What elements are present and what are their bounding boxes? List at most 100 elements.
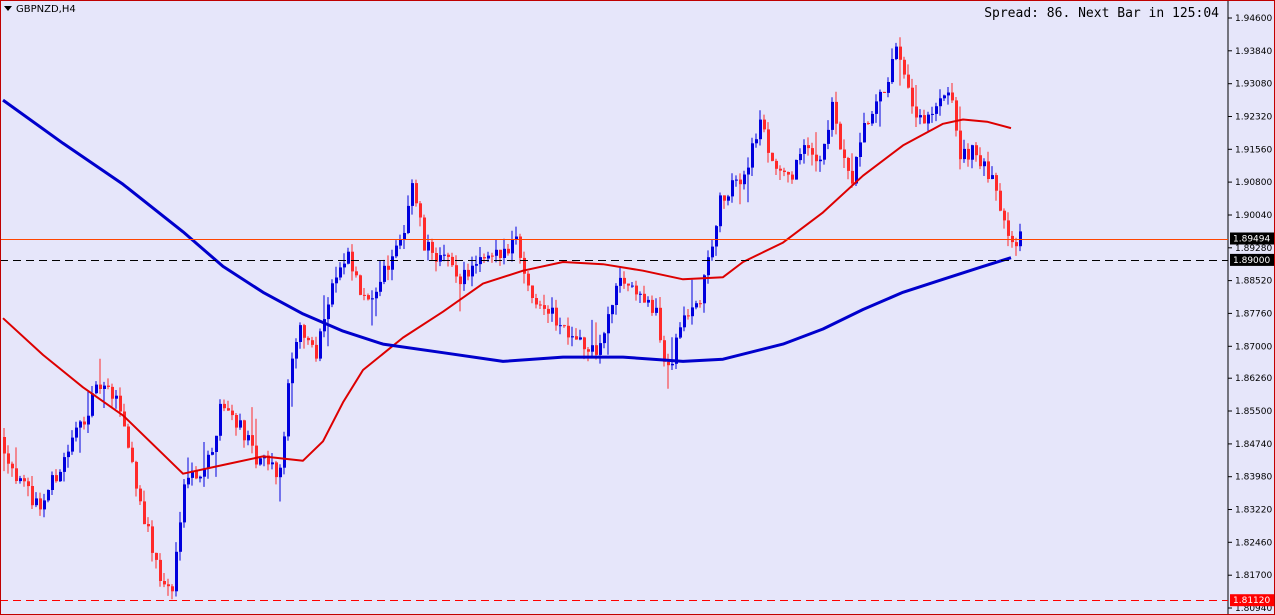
- candle-body: [671, 363, 674, 366]
- candle-body: [67, 451, 70, 458]
- candle-body: [771, 152, 774, 161]
- candle-body: [279, 467, 282, 478]
- candle-body: [187, 477, 190, 485]
- candle-body: [323, 319, 326, 332]
- candle-body: [795, 160, 798, 180]
- symbol-label[interactable]: GBPNZD,H4: [4, 4, 76, 15]
- candle-body: [35, 498, 38, 506]
- candle-body: [583, 337, 586, 350]
- candle-body: [343, 263, 346, 268]
- candle-body: [855, 157, 858, 184]
- y-tick-label: 1.82460: [1235, 538, 1272, 548]
- candle-body: [751, 143, 754, 168]
- candle-body: [755, 139, 758, 144]
- price-tags-group: 1.89494 1.89000 1.81120: [1230, 232, 1274, 607]
- candle-body: [423, 217, 426, 251]
- candle-body: [159, 559, 162, 581]
- candle-body: [475, 264, 478, 266]
- y-tick-label: 1.81700: [1235, 571, 1272, 581]
- candle-body: [1019, 231, 1022, 247]
- candle-body: [87, 415, 90, 425]
- candle-body: [331, 283, 334, 305]
- candle-body: [547, 308, 550, 314]
- candle-body: [655, 307, 658, 313]
- candle-body: [995, 175, 998, 191]
- candle-body: [959, 130, 962, 160]
- candle-body: [351, 251, 354, 272]
- candle-body: [183, 484, 186, 523]
- candle-body: [783, 170, 786, 172]
- candle-body: [315, 344, 318, 359]
- candle-body: [391, 256, 394, 270]
- candle-body: [895, 46, 898, 59]
- y-tick-label: 1.93080: [1235, 80, 1272, 90]
- candle-body: [979, 155, 982, 167]
- candle-body: [599, 343, 602, 355]
- candle-body: [267, 455, 270, 465]
- candle-body: [859, 142, 862, 157]
- candle-body: [907, 74, 910, 88]
- candle-body: [23, 478, 26, 482]
- candle-body: [375, 291, 378, 299]
- candle-body: [951, 92, 954, 101]
- candle-body: [651, 299, 654, 313]
- candle-body: [19, 478, 22, 482]
- candle-body: [975, 145, 978, 156]
- candle-body: [911, 87, 914, 107]
- candle-body: [507, 248, 510, 254]
- candle-body: [131, 447, 134, 462]
- candle-body: [607, 314, 610, 334]
- candle-body: [47, 490, 50, 501]
- candle-body: [987, 161, 990, 179]
- candle-body: [915, 106, 918, 118]
- candle-body: [83, 421, 86, 425]
- candle-body: [371, 298, 374, 300]
- candle-body: [287, 383, 290, 437]
- low-price-tag: [1230, 594, 1274, 607]
- candle-body: [147, 524, 150, 527]
- candle-body: [739, 179, 742, 185]
- candle-body: [791, 174, 794, 180]
- candle-body: [319, 331, 322, 359]
- candle-body: [699, 303, 702, 305]
- candle-body: [587, 349, 590, 352]
- candle-body: [543, 305, 546, 309]
- candle-body: [103, 385, 106, 389]
- candle-body: [555, 307, 558, 326]
- status-text: Spread: 86. Next Bar in 125:04: [984, 6, 1219, 21]
- candle-body: [175, 551, 178, 592]
- candle-body: [239, 420, 242, 428]
- candle-body: [647, 299, 650, 303]
- candle-body: [215, 435, 218, 452]
- candle-body: [27, 481, 30, 487]
- candle-body: [395, 245, 398, 257]
- candle-body: [303, 325, 306, 338]
- candle-body: [431, 241, 434, 253]
- candle-body: [899, 46, 902, 60]
- y-tick-label: 1.80940: [1235, 604, 1272, 614]
- candle-body: [299, 325, 302, 342]
- candle-body: [51, 475, 54, 490]
- candle-body: [515, 236, 518, 240]
- chevron-down-icon[interactable]: [4, 6, 12, 11]
- level-price-tag-text: 1.89000: [1233, 256, 1270, 266]
- y-tick-label: 1.86260: [1235, 374, 1272, 384]
- candle-body: [639, 293, 642, 295]
- price-axis-background: [1228, 0, 1275, 615]
- candle-body: [831, 101, 834, 130]
- candle-body: [207, 454, 210, 469]
- candle-body: [295, 342, 298, 359]
- candle-body: [127, 426, 130, 448]
- candle-body: [511, 239, 514, 254]
- y-tick-label: 1.85500: [1235, 407, 1272, 417]
- candle-body: [863, 123, 866, 143]
- candle-body: [151, 526, 154, 553]
- candle-body: [963, 148, 966, 160]
- candle-body: [527, 273, 530, 286]
- candle-body: [999, 190, 1002, 211]
- candle-body: [59, 471, 62, 482]
- candle-body: [487, 255, 490, 259]
- candle-body: [195, 470, 198, 479]
